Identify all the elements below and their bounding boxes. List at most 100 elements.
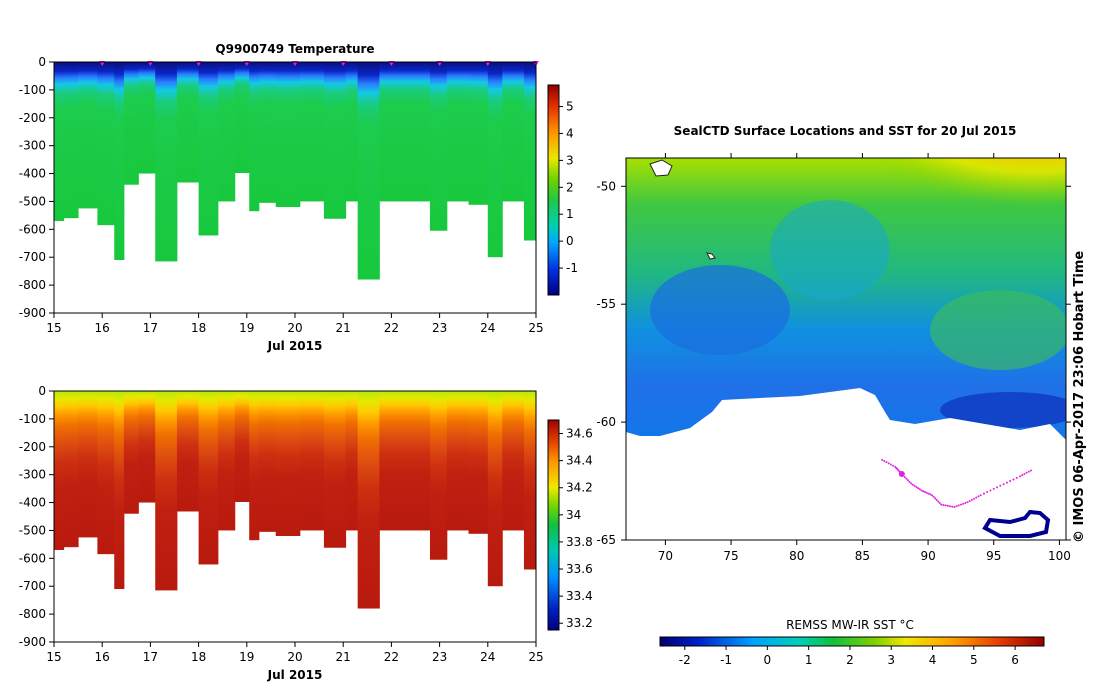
profile-column [78,391,98,538]
x-tick-label: 23 [432,650,447,664]
y-tick-label: -100 [19,83,46,97]
temperature-colorbar-ticks: -1 0 1 2 3 4 5 [559,100,578,275]
sst-mid-patch [930,290,1066,370]
x-tick-label: 15 [46,650,61,664]
y-tick-label: -700 [19,579,46,593]
track-point [903,476,906,479]
profile-column [176,391,200,512]
y-tick-label: -400 [19,496,46,510]
x-tick-label: 85 [855,549,870,563]
track-point [887,462,890,465]
track-point [1025,471,1028,474]
colorbar-tick-label: 2 [846,653,854,667]
track-point [948,505,951,508]
profile-column [357,62,380,280]
profile-column [299,391,325,531]
profile-column [446,62,470,202]
salinity-colorbar [547,419,560,631]
y-tick-label: -65 [596,533,616,547]
track-point [942,504,945,507]
track-point [1021,474,1024,477]
track-point [885,461,888,464]
colorbar-tick-label: 3 [887,653,895,667]
profile-column [275,391,301,537]
kerguelen-island [649,159,673,177]
profile-column [468,391,489,534]
profile-column [357,391,380,609]
y-tick-label: -500 [19,523,46,537]
x-tick-label: 19 [239,650,254,664]
profile-column [54,391,65,550]
colorbar-tick-label: 0 [764,653,772,667]
track-point [911,483,914,486]
sea-ice-area [626,388,1066,540]
colorbar-tick-label: 5 [970,653,978,667]
profile-column [468,62,489,205]
profile-column [379,62,412,202]
colorbar-tick-label: 6 [1011,653,1019,667]
y-tick-label: -800 [19,278,46,292]
profile-column [114,62,125,261]
colorbar-tick-label: -1 [566,261,578,275]
profile-column [502,391,525,531]
salinity-profiles [54,391,537,609]
y-tick-label: -900 [19,635,46,649]
track-point [931,494,934,497]
profile-column [54,62,65,221]
imos-credit: © IMOS 06-Apr-2017 23:06 Hobart Time [1072,251,1087,543]
x-tick-label: 100 [1048,549,1071,563]
track-point [986,491,989,494]
y-tick-label: -400 [19,167,46,181]
track-point [957,504,960,507]
colorbar-tick-label: 33.8 [566,535,593,549]
track-point [975,496,978,499]
antarctic-coastline [982,509,1051,538]
colorbar-tick-label: 33.2 [566,616,593,630]
track-point [932,495,935,498]
profile-column [487,62,503,258]
track-point [979,494,982,497]
y-tick-label: -50 [596,179,616,193]
y-tick-label: -300 [19,139,46,153]
track-point [1002,483,1005,486]
sst-warm-region [830,158,1066,278]
track-point [973,497,976,500]
temperature-axes: 15 16 17 18 19 20 21 22 23 24 25 0 -100 -200 -300 -400 -… [19,55,544,335]
track-point [1027,470,1030,473]
x-tick-label: 75 [723,549,738,563]
profile-column [249,62,260,212]
x-tick-label: 15 [46,321,61,335]
profile-column [198,391,219,565]
colorbar-tick-label: 33.4 [566,589,593,603]
profile-column [410,62,431,202]
track-point [905,477,908,480]
sst-colorbar-label: REMSS MW-IR SST °C [786,618,914,632]
x-tick-label: 24 [480,650,495,664]
track-point [883,460,886,463]
profile-column [97,62,115,226]
y-tick-label: -700 [19,250,46,264]
y-tick-label: -55 [596,297,616,311]
y-tick-label: 0 [38,55,46,69]
track-point [999,484,1002,487]
profile-column [323,62,347,219]
profile-column [323,391,347,548]
y-tick-label: -300 [19,468,46,482]
colorbar-tick-label: -2 [679,653,691,667]
colorbar-tick-label: 1 [566,207,574,221]
y-tick-label: -600 [19,222,46,236]
x-tick-label: 18 [191,321,206,335]
y-tick-label: -200 [19,440,46,454]
colorbar-tick-label: 34 [566,508,581,522]
profile-column [249,391,260,541]
profile-column [345,62,359,202]
track-point [937,500,940,503]
salinity-axes: 15 16 17 18 19 20 21 22 23 24 25 0 -100 -200 -300 -400 -… [19,384,544,664]
sst-map-panel: SealCTD Surface Locations and SST for 20… [596,124,1071,667]
track-point [1009,480,1012,483]
track-point [946,504,949,507]
track-point [938,502,941,505]
profile-column [446,391,470,531]
track-point [892,464,895,467]
sst-cold-patch [650,265,790,355]
